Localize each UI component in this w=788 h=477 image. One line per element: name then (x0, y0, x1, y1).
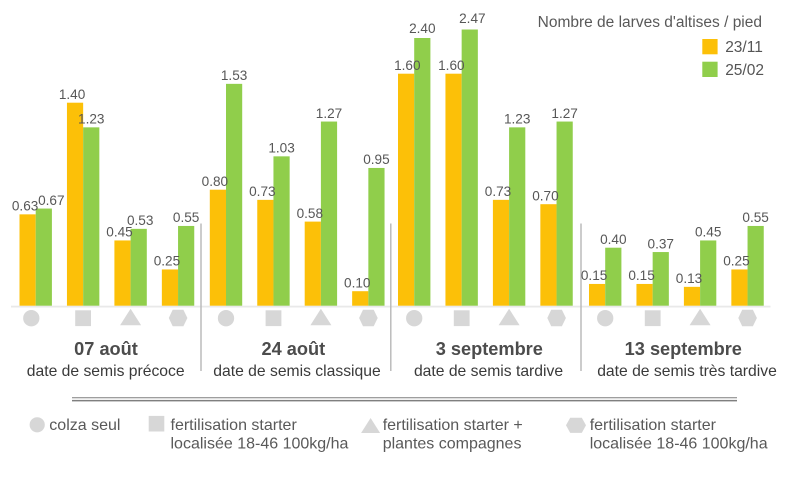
svg-text:1.03: 1.03 (268, 141, 294, 156)
svg-text:0.15: 0.15 (581, 268, 607, 283)
svg-text:1.27: 1.27 (551, 106, 577, 121)
svg-text:0.25: 0.25 (154, 254, 180, 269)
svg-text:0.15: 0.15 (628, 268, 654, 283)
svg-text:1.27: 1.27 (316, 106, 342, 121)
svg-text:13 septembre: 13 septembre (625, 339, 742, 359)
svg-text:0.10: 0.10 (344, 275, 371, 290)
svg-text:fertilisation starter: fertilisation starter (171, 417, 298, 434)
svg-text:localisée 18-46 100kg/ha: localisée 18-46 100kg/ha (171, 436, 349, 453)
svg-text:23/11: 23/11 (725, 39, 763, 56)
svg-text:Nombre de larves d'altises / p: Nombre de larves d'altises / pied (538, 14, 762, 31)
svg-text:0.80: 0.80 (202, 174, 229, 189)
svg-text:0.67: 0.67 (38, 193, 64, 208)
svg-text:0.73: 0.73 (249, 184, 275, 199)
svg-text:07 août: 07 août (74, 339, 138, 359)
svg-text:0.53: 0.53 (127, 213, 153, 228)
svg-text:plantes compagnes: plantes compagnes (383, 436, 522, 453)
svg-text:1.23: 1.23 (78, 112, 104, 127)
svg-text:25/02: 25/02 (725, 62, 764, 79)
svg-text:0.63: 0.63 (12, 199, 38, 214)
svg-text:localisée 18-46 100kg/ha: localisée 18-46 100kg/ha (590, 436, 768, 453)
svg-text:24 août: 24 août (261, 339, 325, 359)
svg-text:2.40: 2.40 (409, 21, 436, 36)
svg-text:1.53: 1.53 (221, 68, 247, 83)
svg-text:3 septembre: 3 septembre (436, 339, 543, 359)
svg-text:0.40: 0.40 (600, 232, 627, 247)
svg-text:date de semis classique: date de semis classique (213, 363, 381, 380)
svg-text:1.40: 1.40 (59, 87, 86, 102)
svg-text:0.13: 0.13 (676, 271, 702, 286)
svg-text:0.45: 0.45 (695, 225, 721, 240)
svg-text:date de semis très tardive: date de semis très tardive (597, 363, 777, 380)
svg-text:1.23: 1.23 (504, 112, 530, 127)
svg-text:date de semis tardive: date de semis tardive (414, 363, 563, 380)
svg-text:1.60: 1.60 (438, 58, 465, 73)
svg-text:0.37: 0.37 (648, 236, 674, 251)
svg-text:0.25: 0.25 (723, 254, 749, 269)
svg-text:0.70: 0.70 (532, 188, 559, 203)
svg-text:0.73: 0.73 (485, 184, 511, 199)
svg-text:colza seul: colza seul (49, 417, 120, 434)
svg-text:fertilisation starter +: fertilisation starter + (383, 417, 523, 434)
svg-text:0.95: 0.95 (363, 152, 389, 167)
svg-text:2.47: 2.47 (459, 11, 485, 26)
svg-text:0.55: 0.55 (742, 210, 768, 225)
svg-text:fertilisation starter: fertilisation starter (590, 417, 717, 434)
svg-text:1.60: 1.60 (394, 58, 421, 73)
svg-text:0.58: 0.58 (297, 206, 323, 221)
svg-text:0.45: 0.45 (106, 225, 132, 240)
svg-text:date de semis précoce: date de semis précoce (27, 363, 185, 380)
svg-text:0.55: 0.55 (173, 210, 199, 225)
